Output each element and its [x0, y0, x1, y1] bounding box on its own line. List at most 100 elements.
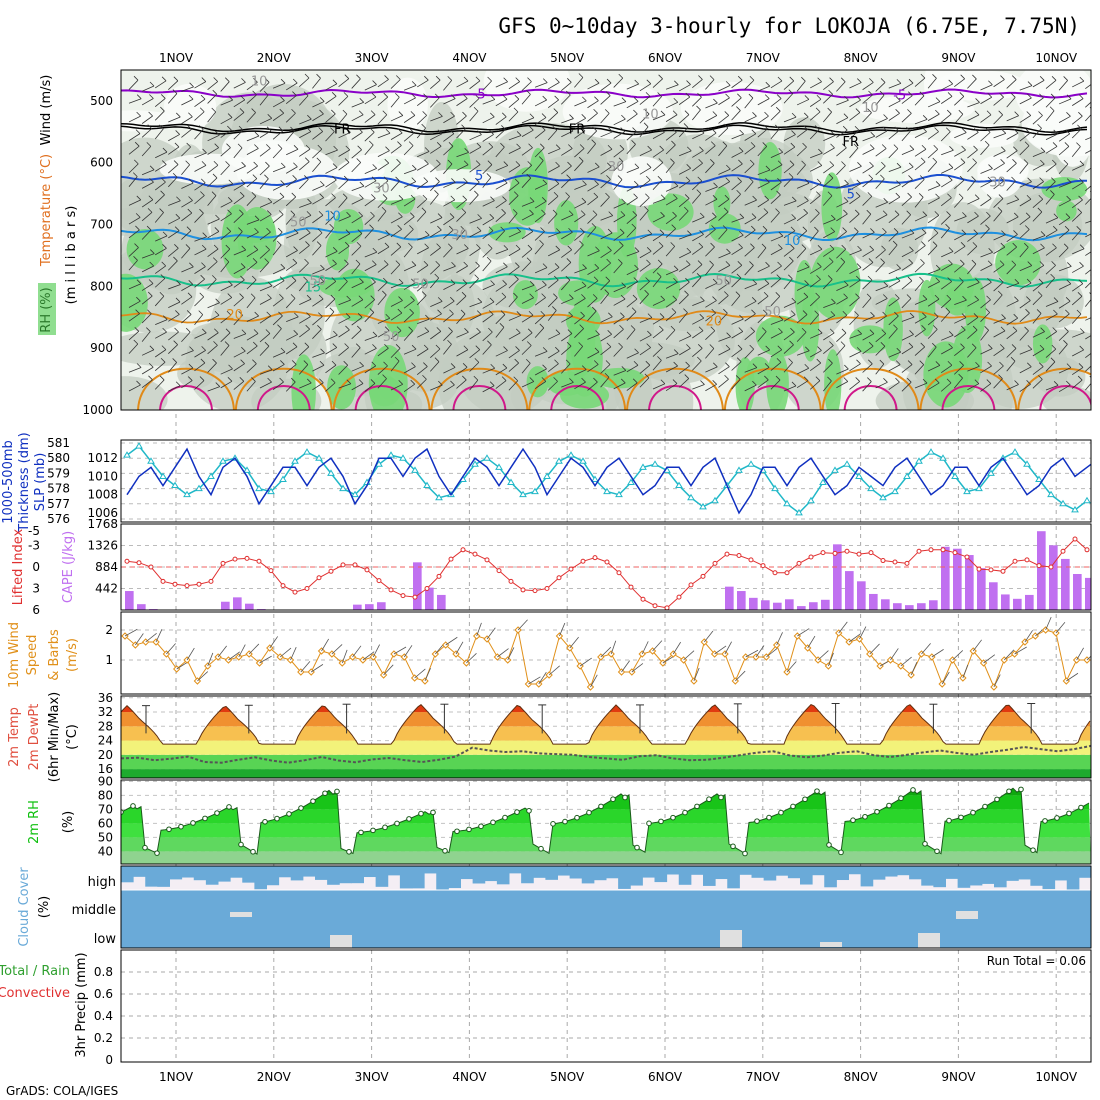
wind-barb-flag [907, 91, 913, 96]
wind-barb [849, 82, 862, 89]
wind-barb [443, 98, 456, 105]
wind-barb [1071, 367, 1084, 376]
wind-barb-flag [565, 192, 570, 197]
wind-barb-flag [306, 211, 312, 216]
wind-barb [875, 262, 885, 273]
wind-barb-flag [215, 382, 221, 387]
wind-barb-flag [984, 140, 990, 146]
high-cloud-bar [157, 866, 170, 887]
wind-barb [1032, 282, 1044, 292]
rh-point [154, 850, 160, 856]
wind-barb [587, 310, 597, 321]
wind-barb-flag [490, 196, 495, 201]
cloud-low-label: low [94, 932, 117, 947]
wind-barb-flag [606, 342, 612, 348]
wind-speed-point [1041, 626, 1050, 634]
wind-barb [377, 294, 387, 306]
wind-barb [678, 198, 690, 208]
wind-barb-flag [396, 242, 402, 248]
wind-barb [1045, 348, 1057, 358]
wind-barb-flag [932, 74, 937, 79]
wind-barb [181, 164, 190, 176]
wind-barb [1032, 198, 1044, 208]
wind-barb [508, 266, 520, 275]
slp-line [126, 447, 1091, 515]
wind-barb [1072, 332, 1085, 338]
wind-barb [665, 281, 678, 289]
bottom-day-tick-label: 2NOV [257, 1070, 292, 1084]
wind-barb-flag [644, 206, 649, 211]
wind-barb [233, 231, 243, 242]
cape-bar [761, 600, 770, 610]
rh-moist-blob [368, 375, 401, 407]
wind-barb-flag [999, 260, 1005, 265]
wind-barb-flag [987, 361, 992, 367]
wind-barb-flag [1053, 309, 1058, 315]
wind-barb-flag [228, 179, 234, 185]
wind-barb-flag [371, 176, 377, 182]
wind-barb [534, 368, 547, 376]
wind-barb-flag [1077, 375, 1083, 381]
wind-barb [456, 229, 466, 241]
cape-bar [1037, 531, 1046, 610]
wind-barb [718, 348, 731, 356]
wind-barb-flag [580, 227, 585, 233]
wind-barb [1019, 132, 1031, 142]
high-cloud-bar [339, 866, 352, 884]
rh-moist-blob [647, 193, 694, 231]
high-cloud-bar [302, 866, 316, 877]
wind-barb-flag [578, 73, 584, 78]
wind-barb-10m [910, 662, 918, 676]
wind-barb [482, 200, 495, 207]
wind-barb [679, 84, 691, 92]
wind-barb-flag [934, 294, 940, 300]
wind-barb [416, 348, 429, 357]
wind-barb-flag [906, 294, 912, 299]
wind-barb [927, 185, 941, 191]
wind-barb-flag [566, 90, 571, 96]
lifted-index-point [316, 575, 322, 581]
wind-barb [613, 215, 626, 223]
wind-barb-flag [1037, 291, 1043, 296]
wind-barb-flag [987, 176, 993, 182]
wind-barb [259, 201, 273, 208]
wind-barb [338, 113, 348, 125]
wind-barb [390, 264, 401, 275]
wind-barb-flag [409, 308, 414, 314]
wind-barb-flag [751, 213, 757, 218]
wind-barb [626, 382, 638, 391]
wind-barb [809, 212, 820, 223]
wind-barb-flag [423, 93, 428, 99]
wind-barb-flag [527, 77, 532, 82]
wind-barb-flag [464, 244, 469, 249]
wind-barb [299, 262, 309, 273]
rh-point [742, 850, 748, 857]
wind-barb-10m [145, 632, 157, 643]
high-cloud-bar [654, 866, 668, 883]
wind-barb-flag [398, 111, 404, 116]
wind-barb-flag [173, 76, 179, 82]
thickness-line-point [483, 454, 491, 461]
wind-barb [692, 360, 702, 371]
wind-barb [770, 248, 783, 256]
wind-barb [718, 366, 730, 375]
rh-point [670, 814, 676, 821]
wind-barb-flag [591, 306, 597, 312]
wind-barb [521, 94, 531, 105]
wind-barb-flag [435, 344, 441, 350]
wind-barb-flag [264, 174, 269, 180]
wind-barb-flag [476, 142, 482, 148]
wind-barb-flag [162, 231, 168, 237]
wind-barb [312, 316, 323, 326]
wind-barb [967, 317, 979, 326]
isotherm-label: 20 [226, 308, 243, 323]
wind-barb-flag [880, 174, 885, 180]
wind-barb [325, 311, 335, 322]
wind-barb-flag [710, 242, 715, 248]
wind-barb-flag [763, 124, 768, 130]
temp2m-axis-label-0: 2m Temp [7, 707, 22, 767]
wind-barb-flag [997, 207, 1003, 212]
wind-barb [796, 296, 809, 305]
wind-barb-flag [450, 279, 456, 284]
